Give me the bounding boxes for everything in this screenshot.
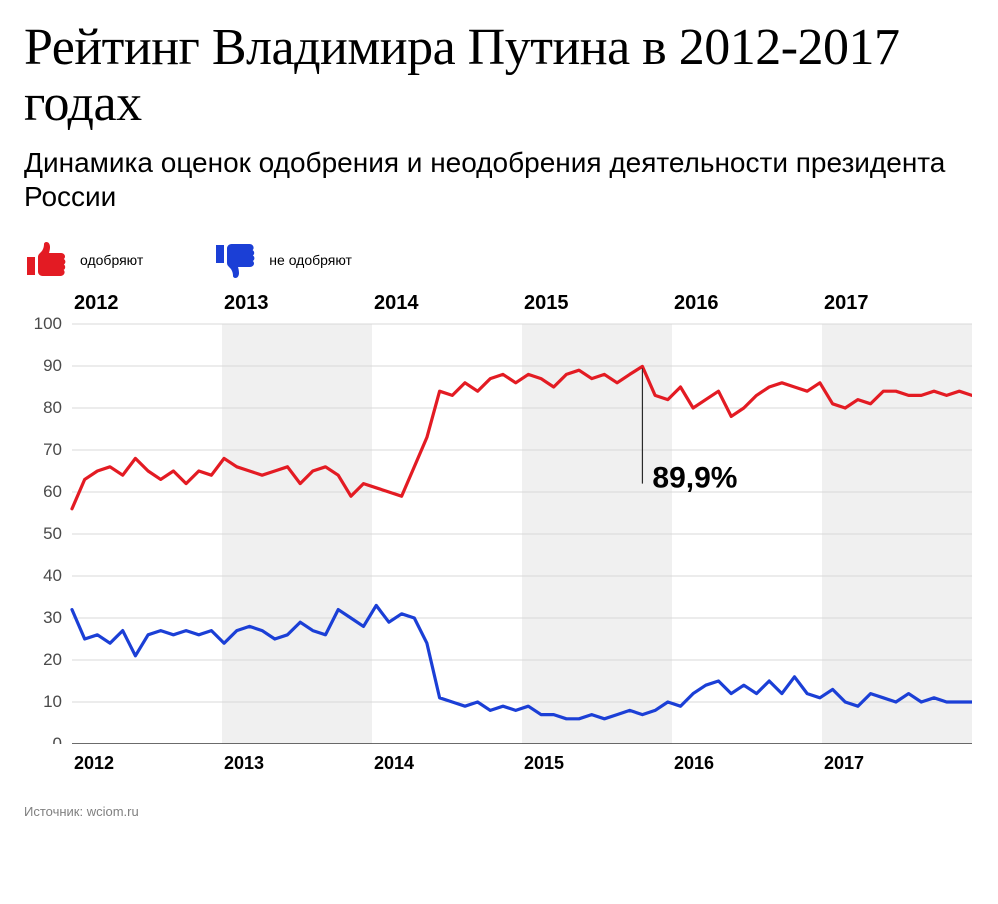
svg-text:50: 50	[43, 524, 62, 543]
svg-text:40: 40	[43, 566, 62, 585]
svg-text:60: 60	[43, 482, 62, 501]
svg-text:70: 70	[43, 440, 62, 459]
year-label-top: 2012	[72, 292, 222, 315]
svg-text:20: 20	[43, 650, 62, 669]
legend-item-disapprove: не одобряют	[213, 242, 352, 278]
chart-container: 201220132014201520162017 010203040506070…	[24, 296, 978, 744]
year-axis-top: 201220132014201520162017	[72, 292, 978, 315]
year-label-bottom: 2013	[222, 753, 372, 774]
svg-text:80: 80	[43, 398, 62, 417]
year-label-top: 2014	[372, 292, 522, 315]
year-label-top: 2013	[222, 292, 372, 315]
svg-text:100: 100	[34, 314, 62, 333]
year-label-top: 2016	[672, 292, 822, 315]
source-text: Источник: wciom.ru	[24, 804, 978, 819]
thumbs-down-icon	[213, 242, 257, 278]
line-chart: 0 10 20 30 40 50 60 70 80 90 100 89,9%	[24, 296, 972, 744]
thumbs-up-icon	[24, 242, 68, 278]
year-label-top: 2015	[522, 292, 672, 315]
legend: одобряют не одобряют	[24, 242, 978, 278]
year-label-bottom: 2012	[72, 753, 222, 774]
year-label-top: 2017	[822, 292, 972, 315]
year-label-bottom: 2014	[372, 753, 522, 774]
legend-disapprove-label: не одобряют	[269, 252, 352, 268]
svg-text:10: 10	[43, 692, 62, 711]
svg-text:89,9%: 89,9%	[652, 461, 737, 494]
year-label-bottom: 2015	[522, 753, 672, 774]
year-axis-bottom: 201220132014201520162017	[72, 753, 978, 774]
year-label-bottom: 2017	[822, 753, 972, 774]
year-label-bottom: 2016	[672, 753, 822, 774]
legend-approve-label: одобряют	[80, 252, 143, 268]
page-title: Рейтинг Владимира Путина в 2012-2017 год…	[24, 20, 978, 132]
page-subtitle: Динамика оценок одобрения и неодобрения …	[24, 146, 978, 213]
svg-text:90: 90	[43, 356, 62, 375]
legend-item-approve: одобряют	[24, 242, 143, 278]
svg-text:0: 0	[53, 734, 62, 744]
svg-text:30: 30	[43, 608, 62, 627]
